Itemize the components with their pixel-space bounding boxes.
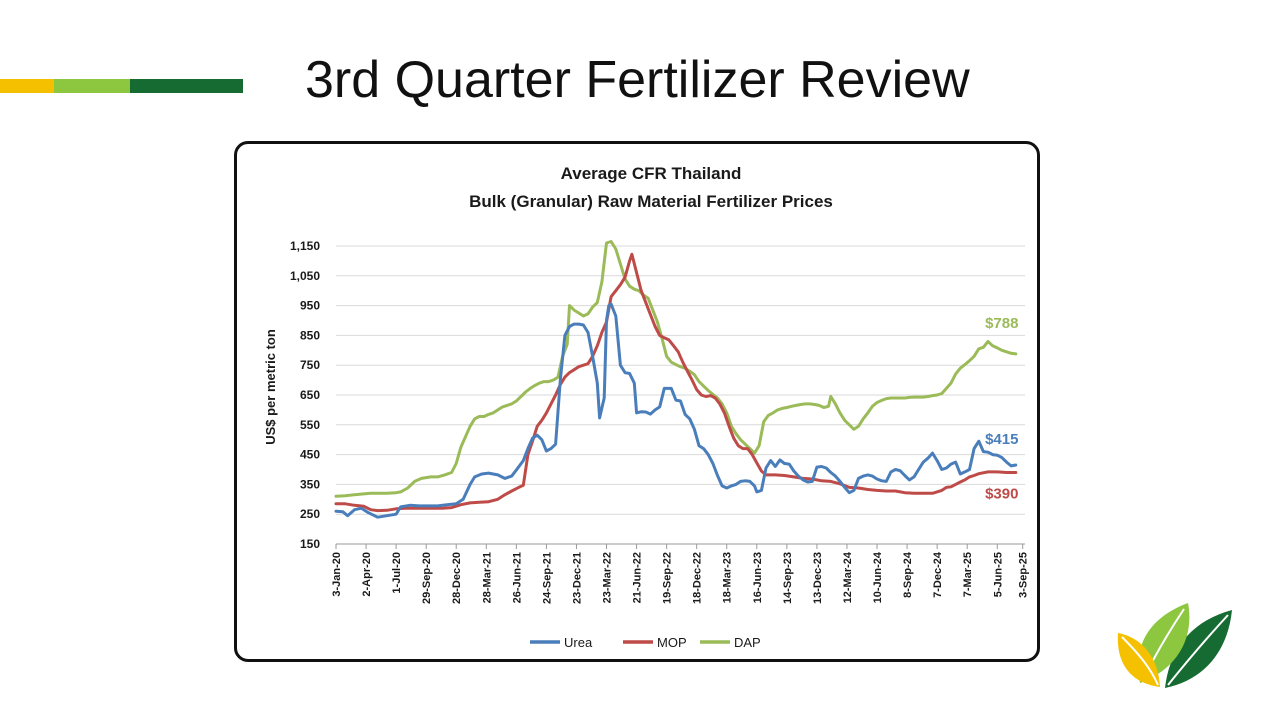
x-tick-label: 19-Sep-22 xyxy=(662,552,674,604)
x-tick-label: 24-Sep-21 xyxy=(541,552,553,604)
x-tick-label: 3-Jan-20 xyxy=(331,552,343,597)
x-tick-label: 5-Jun-25 xyxy=(992,552,1004,597)
y-tick-label: 1,150 xyxy=(290,239,320,253)
x-tick-label: 14-Sep-23 xyxy=(782,552,794,604)
y-tick-label: 550 xyxy=(300,418,320,432)
accent-bars xyxy=(0,79,243,93)
x-tick-label: 2-Apr-20 xyxy=(361,552,373,597)
accent-bar-darkgreen xyxy=(130,79,243,93)
series-line-urea xyxy=(334,302,1018,519)
slide-title: 3rd Quarter Fertilizer Review xyxy=(305,51,970,109)
y-tick-label: 950 xyxy=(300,299,320,313)
y-tick-label: 250 xyxy=(300,507,320,521)
x-tick-label: 7-Dec-24 xyxy=(932,551,944,598)
x-tick-label: 29-Sep-20 xyxy=(421,552,433,604)
end-label-mop: $390 xyxy=(985,485,1018,502)
y-tick-label: 650 xyxy=(300,388,320,402)
y-tick-label: 850 xyxy=(300,328,320,342)
end-label-dap: $788 xyxy=(985,315,1018,332)
x-tick-label: 16-Jun-23 xyxy=(752,552,764,603)
x-tick-labels: 3-Jan-20 2-Apr-20 1-Jul-20 29-Sep-20 28-Dec-… xyxy=(331,544,1030,604)
price-chart: Average CFR Thailand Bulk (Granular) Raw… xyxy=(263,164,1030,650)
x-tick-label: 10-Jun-24 xyxy=(872,551,884,603)
x-tick-label: 1-Jul-20 xyxy=(391,552,403,594)
y-tick-labels: 1,150 1,050 950 850 750 650 550 450 350 250 150 xyxy=(290,239,320,551)
x-tick-label: 23-Dec-21 xyxy=(571,552,583,604)
y-axis-label: US$ per metric ton xyxy=(263,329,278,445)
series-line-dap xyxy=(334,240,1018,498)
x-tick-label: 21-Jun-22 xyxy=(632,552,644,603)
y-tick-label: 750 xyxy=(300,358,320,372)
legend-label-urea: Urea xyxy=(564,635,593,650)
grid-lines xyxy=(336,245,1025,545)
x-tick-label: 3-Sep-25 xyxy=(1018,552,1030,598)
y-tick-label: 350 xyxy=(300,477,320,491)
x-tick-label: 7-Mar-25 xyxy=(962,552,974,597)
x-tick-label: 12-Mar-24 xyxy=(842,551,854,603)
legend-label-dap: DAP xyxy=(734,635,761,650)
x-tick-label: 8-Sep-24 xyxy=(902,551,914,598)
x-tick-label: 26-Jun-21 xyxy=(511,552,523,603)
series-line-mop xyxy=(334,252,1018,513)
x-tick-label: 28-Mar-21 xyxy=(481,552,493,603)
series-lines xyxy=(334,240,1018,519)
legend-label-mop: MOP xyxy=(657,635,687,650)
y-tick-label: 150 xyxy=(300,537,320,551)
x-tick-label: 13-Dec-23 xyxy=(812,552,824,604)
y-tick-label: 1,050 xyxy=(290,269,320,283)
accent-bar-yellow xyxy=(0,79,54,93)
end-labels: $415 $390 $788 xyxy=(985,315,1018,503)
chart-subtitle: Bulk (Granular) Raw Material Fertilizer … xyxy=(469,192,833,211)
x-tick-label: 18-Dec-22 xyxy=(692,552,704,604)
x-tick-label: 18-Mar-23 xyxy=(722,552,734,603)
end-label-urea: $415 xyxy=(985,431,1018,448)
legend: Urea MOP DAP xyxy=(530,635,761,650)
y-tick-label: 450 xyxy=(300,448,320,462)
chart-title: Average CFR Thailand xyxy=(561,164,742,183)
x-tick-label: 23-Mar-22 xyxy=(602,552,614,603)
x-tick-label: 28-Dec-20 xyxy=(451,552,463,604)
chart-frame: Average CFR Thailand Bulk (Granular) Raw… xyxy=(234,141,1040,662)
leaves-logo-icon xyxy=(1117,603,1232,688)
accent-bar-lightgreen xyxy=(54,79,130,93)
